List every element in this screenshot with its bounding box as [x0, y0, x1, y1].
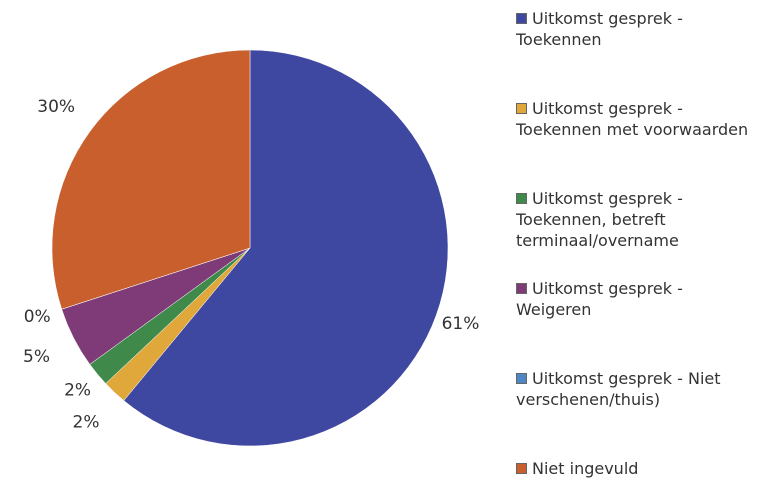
- legend-label: Uitkomst gesprek - Weigeren: [516, 279, 683, 319]
- legend-item: Niet ingevuld: [516, 458, 756, 479]
- legend-label: Uitkomst gesprek - Niet verschenen/thuis…: [516, 369, 721, 409]
- data-label: 2%: [73, 413, 100, 433]
- legend-swatch: [516, 463, 527, 474]
- data-label: 5%: [23, 347, 50, 367]
- legend-swatch: [516, 283, 527, 294]
- legend-swatch: [516, 373, 527, 384]
- data-label: 0%: [24, 307, 51, 327]
- legend-swatch: [516, 13, 527, 24]
- legend-item: Uitkomst gesprek - Weigeren: [516, 278, 756, 320]
- pie-slice: [123, 49, 449, 447]
- pie-slice: [51, 49, 251, 310]
- legend-label: Uitkomst gesprek - Toekennen: [516, 9, 683, 49]
- legend-item: Uitkomst gesprek - Toekennen met voorwaa…: [516, 98, 756, 140]
- legend-item: Uitkomst gesprek - Toekennen, betreft te…: [516, 188, 756, 251]
- legend-swatch: [516, 193, 527, 204]
- legend-swatch: [516, 103, 527, 114]
- data-label: 61%: [442, 314, 480, 334]
- legend-item: Uitkomst gesprek - Toekennen: [516, 8, 756, 50]
- data-label: 2%: [64, 381, 91, 401]
- legend-label: Uitkomst gesprek - Toekennen, betreft te…: [516, 189, 683, 250]
- legend-label: Niet ingevuld: [532, 459, 639, 478]
- legend-item: Uitkomst gesprek - Niet verschenen/thuis…: [516, 368, 756, 410]
- legend-label: Uitkomst gesprek - Toekennen met voorwaa…: [516, 99, 749, 139]
- data-label: 30%: [37, 97, 75, 117]
- pie-area: 61% 2% 2% 5% 0% 30%: [23, 49, 480, 447]
